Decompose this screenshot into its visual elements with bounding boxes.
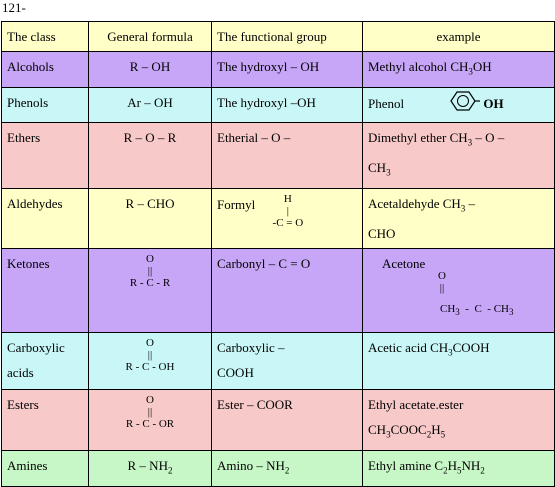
group-aldehydes: Formyl H | -C = O [211,187,363,250]
benzene-ring-icon [447,90,507,120]
row-phenols: Phenols Ar – OH The hydroxyl –OH Phenol … [1,86,555,123]
row-carboxylic: Carboxylic acids O || R - C - OH Carboxyl… [1,332,555,391]
class-ethers: Ethers [1,121,89,189]
example-carboxylic: Acetic acid CH3COOH [362,332,555,391]
header-formula: General formula [88,21,212,52]
page-heading: 121- [2,0,26,15]
formula-ketones: O || R - C - R [88,248,212,334]
example-alcohols: Methyl alcohol CH3OH [362,51,555,88]
example-aldehydes: Acetaldehyde CH3 – CHO [362,187,555,250]
formula-esters: O || R - C - OR [88,389,212,451]
formula-carboxylic: O || R - C - OH [88,332,212,391]
row-ethers: Ethers R – O – R Etherial – O – Dimethyl… [1,121,555,189]
header-group: The functional group [211,21,363,52]
example-ketones: Acetone O || CH3 - C - CH3 [362,248,555,334]
group-alcohols: The hydroxyl – OH [211,51,363,88]
header-class: The class [1,21,89,52]
header-example: example [362,21,555,52]
group-esters: Ester – COOR [211,389,363,451]
formula-aldehydes: R – CHO [88,187,212,250]
example-phenols: Phenol OH [362,86,555,123]
functional-groups-table: The class General formula The functional… [1,21,555,487]
group-ethers: Etherial – O – [211,121,363,189]
row-esters: Esters O || R - C - OR Ester – COOR Ethy… [1,389,555,451]
formula-ethers: R – O – R [88,121,212,189]
header-row: The class General formula The functional… [1,21,555,52]
formula-phenols: Ar – OH [88,86,212,123]
example-ethers: Dimethyl ether CH3 – O – CH3 [362,121,555,189]
group-carboxylic: Carboxylic – COOH [211,332,363,391]
row-aldehydes: Aldehydes R – CHO Formyl H | -C = O Acet… [1,187,555,250]
class-esters: Esters [1,389,89,451]
example-amines: Ethyl amine C2H5NH2 [362,449,555,487]
group-ketones: Carbonyl – C = O [211,248,363,334]
class-alcohols: Alcohols [1,51,89,88]
class-carboxylic: Carboxylic acids [1,332,89,391]
formula-alcohols: R – OH [88,51,212,88]
formula-amines: R – NH2 [88,449,212,487]
row-amines: Amines R – NH2 Amino – NH2 Ethyl amine C… [1,449,555,487]
class-ketones: Ketones [1,248,89,334]
row-alcohols: Alcohols R – OH The hydroxyl – OH Methyl… [1,51,555,88]
group-phenols: The hydroxyl –OH [211,86,363,123]
phenol-oh-label: OH [483,95,504,111]
example-esters: Ethyl acetate.ester CH3COOC2H5 [362,389,555,451]
row-ketones: Ketones O || R - C - R Carbonyl – C = O … [1,248,555,334]
class-aldehydes: Aldehydes [1,187,89,250]
class-amines: Amines [1,449,89,487]
class-phenols: Phenols [1,86,89,123]
group-amines: Amino – NH2 [211,449,363,487]
